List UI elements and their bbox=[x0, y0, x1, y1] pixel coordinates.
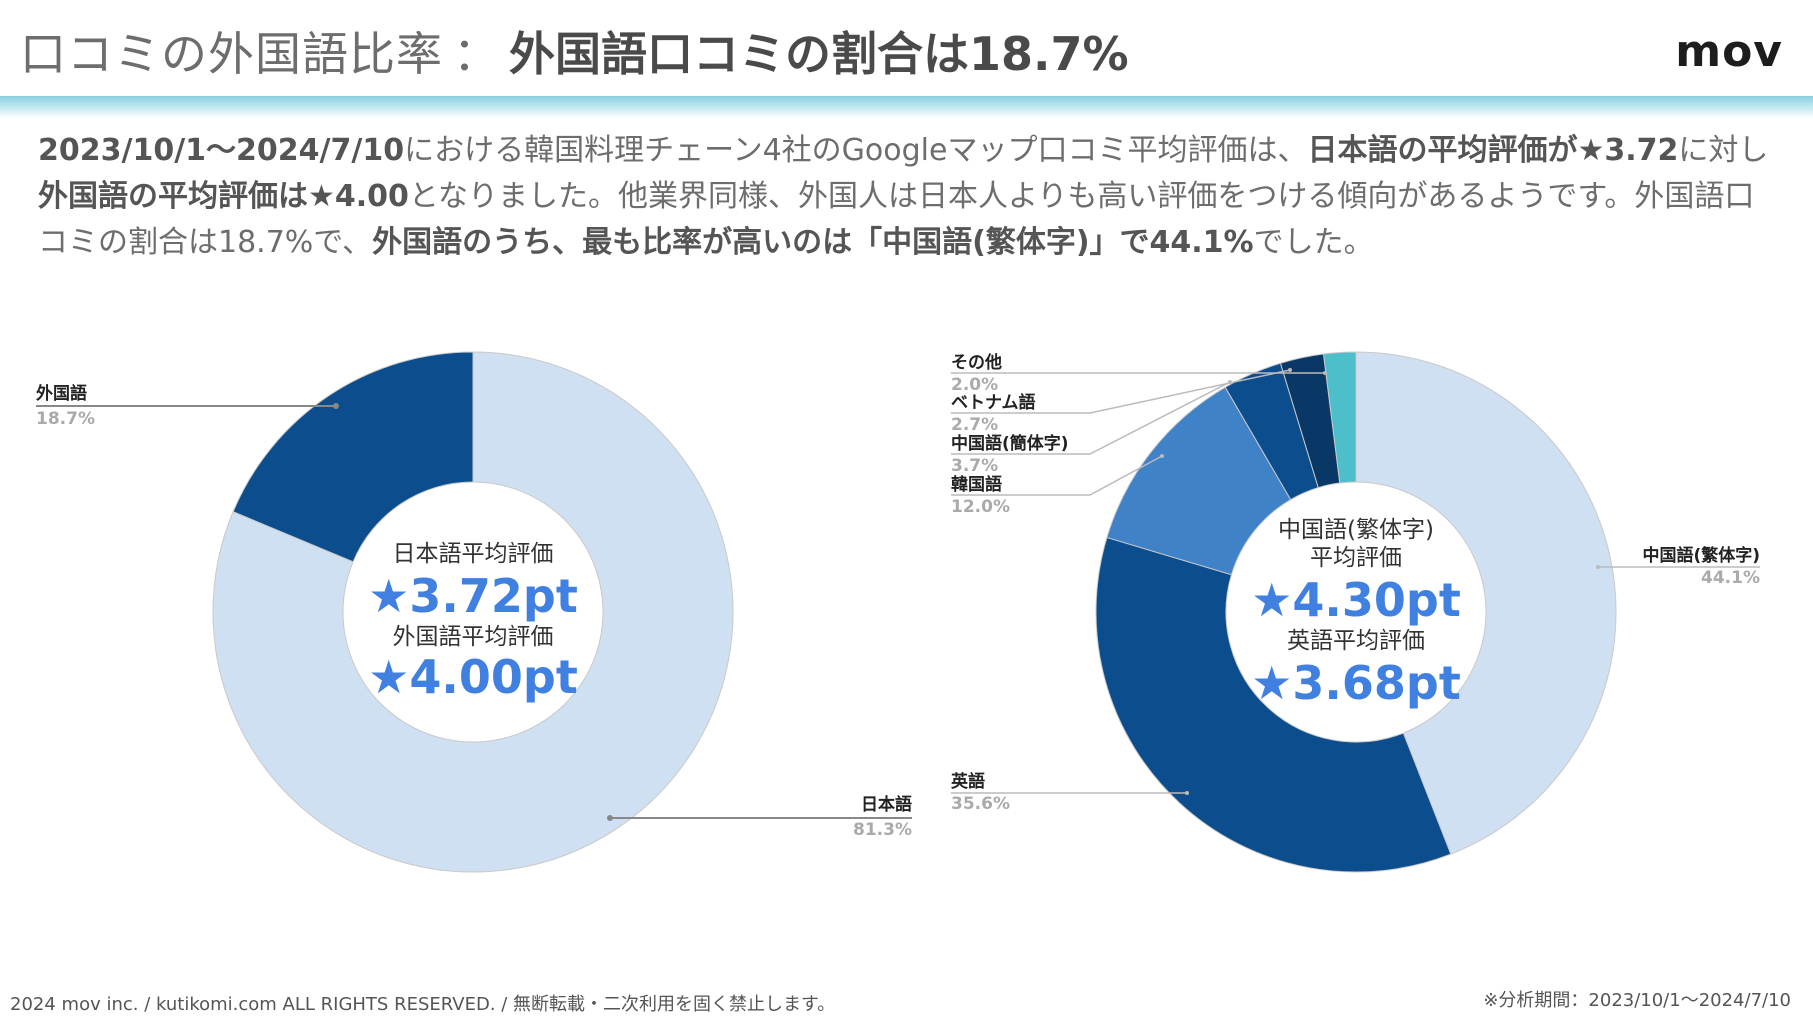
title-separator: ： bbox=[453, 27, 499, 81]
leader-dot-english bbox=[1185, 791, 1189, 795]
label-traditional-chinese: 中国語(繁体字) bbox=[1642, 545, 1760, 566]
title-topic: 口コミの外国語比率 bbox=[20, 27, 443, 81]
right-slice-0 bbox=[1355, 351, 1617, 855]
donut-chart-foreign-breakdown bbox=[1095, 351, 1617, 873]
value-label-english: 35.6% bbox=[951, 794, 1010, 814]
leader-dot-korean bbox=[1160, 454, 1164, 458]
leader-line-vietnamese bbox=[951, 369, 1291, 414]
left-center-value-foreign: ★4.00pt bbox=[368, 650, 578, 704]
value-label-simplified-chinese: 3.7% bbox=[951, 456, 998, 476]
leader-dot-traditional bbox=[1596, 565, 1600, 569]
value-label-foreign: 18.7% bbox=[36, 409, 95, 429]
right-slice-1 bbox=[1095, 536, 1452, 873]
right-center-value-english: ★3.68pt bbox=[1251, 656, 1461, 710]
summary-part-4: に対し bbox=[1678, 133, 1769, 168]
page-title: 口コミの外国語比率：外国語口コミの割合は18.7% bbox=[20, 18, 1129, 88]
leader-line-korean bbox=[951, 455, 1163, 496]
leader-line-simplified bbox=[951, 381, 1231, 455]
footer-analysis-period: ※分析期間：2023/10/1〜2024/7/10 bbox=[1483, 990, 1791, 1011]
leader-dot-vietnamese bbox=[1288, 368, 1292, 372]
summary-top-language: 外国語のうち、最も比率が高いのは「中国語(繁体字)」で44.1% bbox=[372, 225, 1254, 260]
label-simplified-chinese: 中国語(簡体字) bbox=[951, 433, 1069, 454]
right-center-label-traditional-b: 平均評価 bbox=[1310, 545, 1402, 571]
left-slice-1 bbox=[212, 351, 734, 873]
leader-dot-japanese bbox=[607, 815, 613, 821]
right-chart-center: 中国語(繁体字) 平均評価 ★4.30pt 英語平均評価 ★3.68pt bbox=[1251, 517, 1461, 710]
value-label-korean: 12.0% bbox=[951, 497, 1010, 517]
label-japanese: 日本語 bbox=[861, 794, 912, 815]
donut-chart-language-ratio bbox=[212, 351, 734, 873]
label-foreign: 外国語 bbox=[36, 383, 87, 404]
summary-part-8: でした。 bbox=[1253, 225, 1374, 260]
summary-part-2: における韓国料理チェーン4社のGoogleマップ口コミ平均評価は、 bbox=[404, 133, 1308, 168]
value-label-traditional-chinese: 44.1% bbox=[1701, 568, 1760, 588]
summary-part-6: となりました。他業界同様、外国人は日本人よりも高い評価をつける傾向があるようです… bbox=[38, 179, 1755, 260]
left-center-label-foreign: 外国語平均評価 bbox=[393, 624, 554, 650]
label-korean: 韓国語 bbox=[951, 474, 1002, 495]
left-center-value-japanese: ★3.72pt bbox=[368, 569, 578, 623]
value-label-japanese: 81.3% bbox=[853, 820, 912, 840]
right-center-label-english: 英語平均評価 bbox=[1287, 628, 1425, 654]
summary-text: 2023/10/1〜2024/7/10における韓国料理チェーン4社のGoogle… bbox=[38, 128, 1783, 266]
summary-japanese-rating: 日本語の平均評価が★3.72 bbox=[1307, 133, 1679, 168]
leader-dot-other bbox=[1323, 371, 1327, 375]
left-center-label-japanese: 日本語平均評価 bbox=[393, 541, 554, 567]
title-divider-bar bbox=[0, 96, 1813, 118]
right-center-label-traditional-a: 中国語(繁体字) bbox=[1278, 517, 1434, 543]
left-slice-0 bbox=[232, 351, 474, 563]
mov-logo: mov bbox=[1675, 26, 1783, 77]
label-vietnamese: ベトナム語 bbox=[951, 392, 1036, 413]
value-label-vietnamese: 2.7% bbox=[951, 415, 998, 435]
label-other: その他 bbox=[951, 352, 1002, 373]
left-chart-center: 日本語平均評価 ★3.72pt 外国語平均評価 ★4.00pt bbox=[368, 541, 578, 704]
right-center-value-traditional: ★4.30pt bbox=[1251, 573, 1461, 627]
leader-dot-foreign bbox=[333, 403, 339, 409]
summary-foreign-rating: 外国語の平均評価は★4.00 bbox=[38, 179, 409, 214]
summary-period: 2023/10/1〜2024/7/10 bbox=[38, 133, 405, 168]
value-label-other: 2.0% bbox=[951, 375, 998, 395]
footer-copyright: 2024 mov inc. / kutikomi.com ALL RIGHTS … bbox=[10, 994, 836, 1015]
label-english: 英語 bbox=[951, 771, 985, 792]
title-headline: 外国語口コミの割合は18.7% bbox=[509, 27, 1129, 81]
